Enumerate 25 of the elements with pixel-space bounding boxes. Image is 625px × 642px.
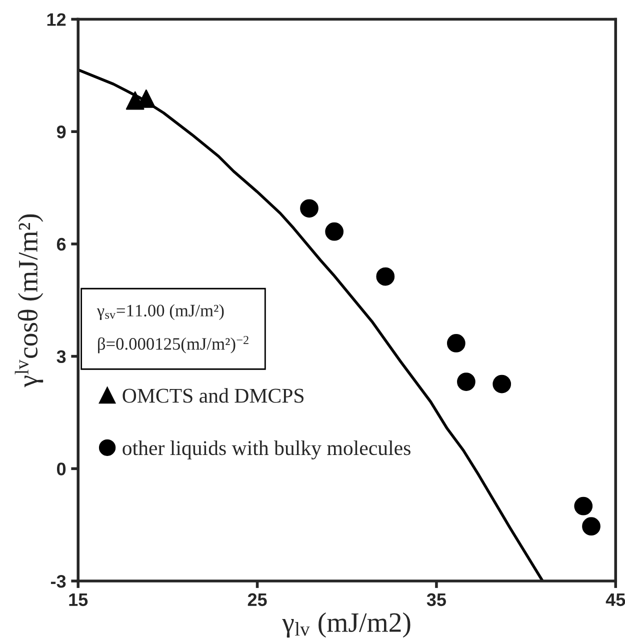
y-tick-label: -3 bbox=[50, 574, 66, 588]
x-tick-label: 45 bbox=[606, 593, 625, 606]
annotation: γ$_{sv}$=11.00 (mJ/m²) bbox=[96, 304, 224, 320]
x-tick-label: 25 bbox=[248, 593, 267, 606]
legend-label: other liquids with bulky molecules bbox=[122, 440, 410, 460]
y-tick-label: 0 bbox=[56, 462, 66, 476]
point bbox=[300, 199, 318, 218]
point bbox=[325, 222, 344, 241]
point bbox=[582, 517, 600, 536]
x-tick-label: 15 bbox=[69, 593, 88, 606]
annotation: β=0.000125(mJ/m²)$^{−2}$ bbox=[98, 336, 248, 354]
x-axis-title: γ$_{lv}$ (mJ/m2) bbox=[282, 612, 410, 638]
point bbox=[376, 267, 395, 286]
point bbox=[492, 374, 512, 394]
y-tick-label: 9 bbox=[56, 126, 66, 138]
legend-label: OMCTS and DMCPS bbox=[122, 388, 304, 403]
y-tick-label: 6 bbox=[56, 238, 66, 251]
point bbox=[446, 334, 466, 352]
point bbox=[457, 372, 476, 391]
point bbox=[574, 496, 593, 516]
y-axis-title: γ$^{lv}$cosθ (mJ/m²) bbox=[14, 214, 44, 388]
y-tick-label: 12 bbox=[47, 13, 66, 26]
x-tick-label: 35 bbox=[426, 593, 446, 606]
line-series bbox=[78, 68, 544, 582]
y-tick-label: 3 bbox=[56, 350, 66, 364]
